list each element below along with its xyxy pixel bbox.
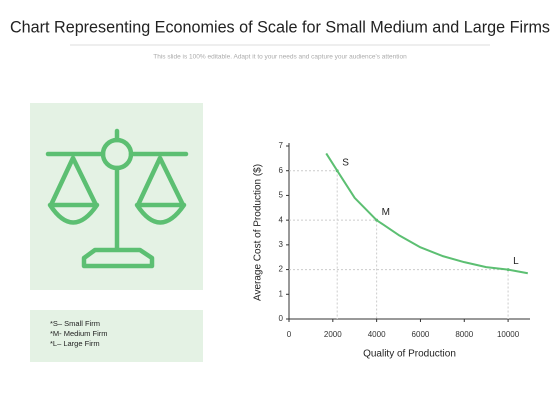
x-axis-label: Quality of Production xyxy=(363,349,456,360)
note: *S– Small Firm xyxy=(50,319,100,328)
x-tick-label: 6000 xyxy=(412,330,430,339)
guide-line xyxy=(289,219,378,319)
point-label: M xyxy=(382,207,390,218)
x-tick-label: 4000 xyxy=(368,330,386,339)
y-tick-label: 2 xyxy=(279,265,284,274)
chart-title: Chart Representing Economies of Scale fo… xyxy=(10,17,550,36)
x-tick-label: 2000 xyxy=(324,330,342,339)
scale-icon xyxy=(45,128,189,269)
subtitle: This slide is 100% editable. Adapt it to… xyxy=(153,54,407,61)
point-label: S xyxy=(342,157,349,168)
guide-line xyxy=(289,170,338,319)
y-axis-label: Average Cost of Production ($) xyxy=(253,164,264,301)
y-tick-label: 3 xyxy=(279,240,284,249)
x-tick-label: 0 xyxy=(287,330,292,339)
guide-line xyxy=(289,269,509,319)
y-tick-label: 5 xyxy=(279,191,284,200)
y-tick-label: 6 xyxy=(279,166,284,175)
note: *M- Medium Firm xyxy=(50,329,108,338)
x-tick-label: 10000 xyxy=(497,330,520,339)
y-tick-label: 1 xyxy=(279,289,284,298)
y-tick-label: 7 xyxy=(279,141,284,150)
y-tick-label: 0 xyxy=(279,314,284,323)
y-tick-label: 4 xyxy=(279,215,284,224)
note: *L– Large Firm xyxy=(50,339,100,348)
cost-curve xyxy=(325,152,528,275)
point-label: L xyxy=(513,256,519,267)
notes-panel xyxy=(30,310,203,362)
x-tick-label: 8000 xyxy=(455,330,473,339)
